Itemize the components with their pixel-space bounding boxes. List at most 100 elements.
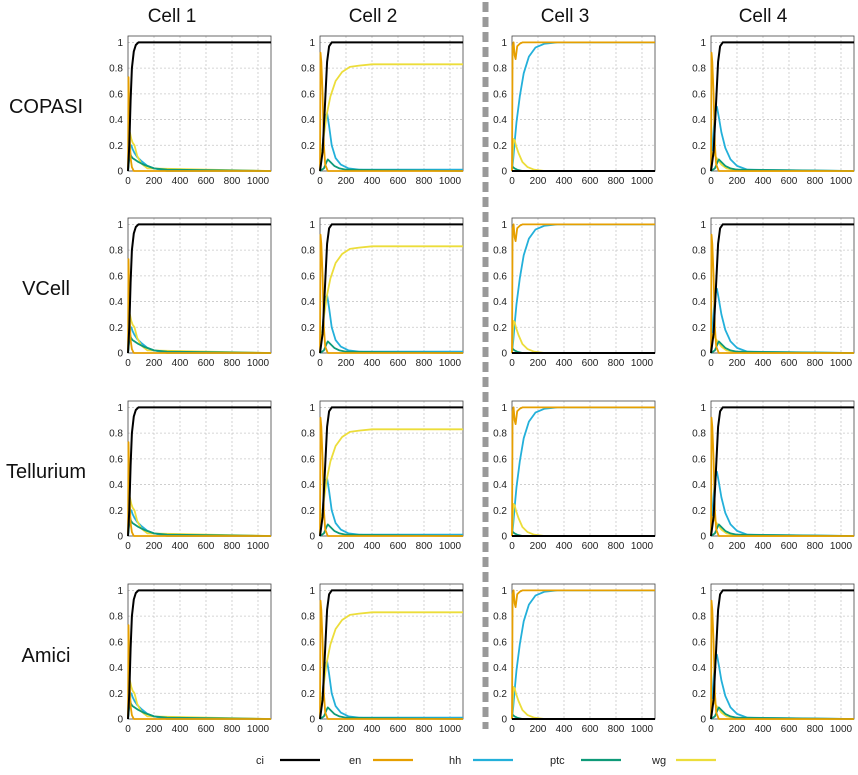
y-tick-label: 0.8 — [301, 246, 315, 257]
series-line-ci — [127, 589, 271, 720]
x-tick-label: 0 — [317, 176, 323, 187]
y-tick-label: 0.4 — [493, 115, 507, 126]
y-tick-label: 1 — [117, 38, 123, 49]
y-tick-label: 0.4 — [301, 115, 315, 126]
y-tick-label: 0.8 — [692, 246, 706, 257]
x-tick-label: 1000 — [830, 724, 853, 735]
y-tick-label: 0.4 — [109, 663, 123, 674]
y-tick-label: 0 — [700, 167, 706, 178]
y-tick-label: 0.2 — [493, 141, 507, 152]
y-tick-label: 0.4 — [692, 115, 706, 126]
x-tick-label: 1000 — [247, 541, 270, 552]
series-line-en — [511, 589, 655, 720]
y-tick-label: 1 — [117, 586, 123, 597]
series-line-wg — [511, 137, 655, 172]
x-tick-label: 400 — [556, 176, 573, 187]
y-tick-label: 0.4 — [109, 297, 123, 308]
x-tick-label: 400 — [172, 358, 189, 369]
x-tick-label: 400 — [755, 541, 772, 552]
series-line-ptc — [319, 523, 464, 537]
series-line-hh — [319, 294, 463, 354]
x-tick-label: 600 — [582, 541, 599, 552]
legend: ci en hh ptc wg — [256, 755, 716, 767]
column-title-cell-4: Cell 4 — [739, 6, 788, 27]
panel-tellurium-cell-1: 0 200 400 600 800 1000 0 0.2 0.4 0.6 0.8 1 — [109, 400, 272, 552]
x-tick-label: 200 — [338, 724, 355, 735]
y-tick-label: 0.2 — [692, 689, 706, 700]
panel-vcell-cell-1: 0 200 400 600 800 1000 0 0.2 0.4 0.6 0.8 1 — [109, 217, 272, 369]
y-tick-label: 0.2 — [109, 506, 123, 517]
y-tick-label: 0.8 — [493, 64, 507, 75]
y-tick-label: 1 — [117, 220, 123, 231]
row-title-tellurium: Tellurium — [6, 461, 86, 483]
row-title-copasi: COPASI — [9, 96, 83, 118]
x-tick-label: 800 — [224, 541, 241, 552]
y-tick-label: 0.6 — [109, 454, 123, 465]
y-tick-label: 0 — [501, 532, 507, 543]
panel-vcell-cell-4: 0 200 400 600 800 1000 0 0.2 0.4 0.6 0.8 1 — [692, 217, 855, 369]
legend-label-hh: hh — [449, 755, 461, 767]
x-tick-label: 200 — [146, 541, 163, 552]
x-tick-label: 400 — [755, 724, 772, 735]
y-tick-label: 0.8 — [109, 612, 123, 623]
legend-label-ci: ci — [256, 755, 264, 767]
x-tick-label: 1000 — [631, 358, 654, 369]
y-tick-label: 0 — [501, 167, 507, 178]
series-line-hh — [710, 653, 855, 720]
y-tick-label: 0.4 — [692, 297, 706, 308]
y-tick-label: 0.6 — [109, 637, 123, 648]
panel-tellurium-cell-3: 0 200 400 600 800 1000 0 0.2 0.4 0.6 0.8 1 — [493, 400, 656, 552]
series-line-ci — [710, 589, 854, 720]
x-tick-label: 0 — [125, 358, 131, 369]
x-tick-label: 200 — [146, 724, 163, 735]
y-tick-label: 0.2 — [493, 323, 507, 334]
y-tick-label: 0 — [309, 167, 315, 178]
x-tick-label: 600 — [781, 541, 798, 552]
x-tick-label: 1000 — [439, 724, 462, 735]
x-tick-label: 200 — [729, 541, 746, 552]
x-tick-label: 600 — [198, 176, 215, 187]
x-tick-label: 800 — [807, 176, 824, 187]
x-tick-label: 400 — [172, 724, 189, 735]
panel-amici-cell-4: 0 200 400 600 800 1000 0 0.2 0.4 0.6 0.8 1 — [692, 583, 855, 735]
panel-copasi-cell-3: 0 200 400 600 800 1000 0 0.2 0.4 0.6 0.8 1 — [493, 35, 656, 187]
series-line-wg — [127, 679, 272, 720]
series-line-hh — [319, 112, 463, 172]
y-tick-label: 1 — [309, 403, 315, 414]
x-tick-label: 800 — [608, 541, 625, 552]
y-tick-label: 0.8 — [109, 64, 123, 75]
y-tick-label: 0.4 — [109, 115, 123, 126]
x-tick-label: 200 — [146, 358, 163, 369]
series-line-hh — [710, 470, 855, 537]
y-tick-label: 0.6 — [301, 89, 315, 100]
x-tick-label: 0 — [317, 724, 323, 735]
plot-frame — [319, 35, 464, 172]
y-tick-label: 0.6 — [109, 271, 123, 282]
series-line-ci — [710, 406, 854, 537]
x-tick-label: 1000 — [247, 358, 270, 369]
y-tick-label: 1 — [700, 220, 706, 231]
x-tick-label: 400 — [172, 176, 189, 187]
x-tick-label: 1000 — [830, 176, 853, 187]
x-tick-label: 200 — [338, 358, 355, 369]
x-tick-label: 1000 — [439, 358, 462, 369]
y-tick-label: 1 — [309, 38, 315, 49]
series-line-ptc — [710, 340, 855, 354]
y-tick-label: 0.2 — [301, 506, 315, 517]
y-tick-label: 0.8 — [109, 246, 123, 257]
panel-amici-cell-2: 0 200 400 600 800 1000 0 0.2 0.4 0.6 0.8 1 — [301, 583, 464, 735]
series-line-ptc — [710, 158, 855, 172]
series-line-en — [710, 416, 854, 537]
legend-label-ptc: ptc — [550, 755, 565, 767]
series-line-ci — [319, 589, 463, 720]
y-tick-label: 0 — [117, 349, 123, 360]
y-tick-label: 0 — [700, 349, 706, 360]
y-tick-label: 0.6 — [692, 454, 706, 465]
x-tick-label: 400 — [556, 724, 573, 735]
x-tick-label: 400 — [755, 176, 772, 187]
series-line-ci — [127, 41, 271, 172]
x-tick-label: 800 — [224, 176, 241, 187]
y-tick-label: 0.6 — [301, 271, 315, 282]
plot-frame — [710, 400, 855, 537]
y-tick-label: 0.2 — [109, 141, 123, 152]
